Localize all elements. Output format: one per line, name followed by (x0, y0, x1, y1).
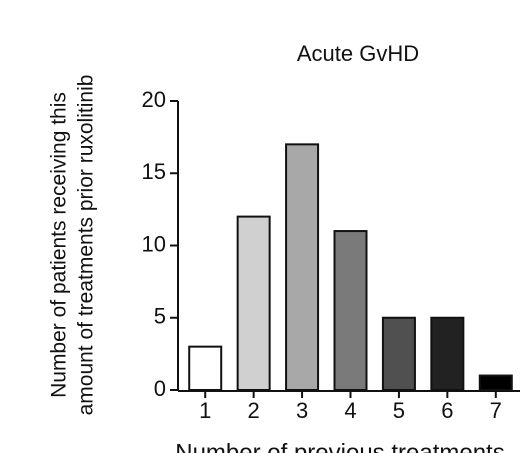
x-tick-label: 2 (248, 398, 260, 423)
y-tick-label: 20 (142, 87, 166, 112)
bar (335, 231, 367, 390)
x-tick-label: 3 (296, 398, 308, 423)
y-tick-label: 15 (142, 159, 166, 184)
bar (238, 217, 270, 390)
y-axis-label: Number of patients receiving this (48, 92, 71, 398)
bar (189, 347, 221, 390)
chart: Acute GvHD Number of patients receiving … (0, 0, 524, 453)
bar (480, 376, 512, 390)
chart-title: Acute GvHD (297, 41, 419, 66)
bar (383, 318, 415, 390)
y-axis-label: amount of treatments prior ruxolitinib (75, 75, 98, 416)
x-axis-label: Number of previous treatments (175, 439, 504, 453)
x-tick-label: 5 (393, 398, 405, 423)
bar (431, 318, 463, 390)
y-tick-label: 0 (154, 376, 166, 401)
x-tick-label: 6 (441, 398, 453, 423)
y-tick-label: 5 (154, 304, 166, 329)
x-tick-label: 7 (490, 398, 502, 423)
bar (286, 144, 318, 390)
page: {"chart_data": {"type": "bar", "title": … (0, 0, 524, 453)
y-tick-label: 10 (142, 231, 166, 256)
x-tick-label: 1 (199, 398, 211, 423)
x-tick-label: 4 (344, 398, 356, 423)
